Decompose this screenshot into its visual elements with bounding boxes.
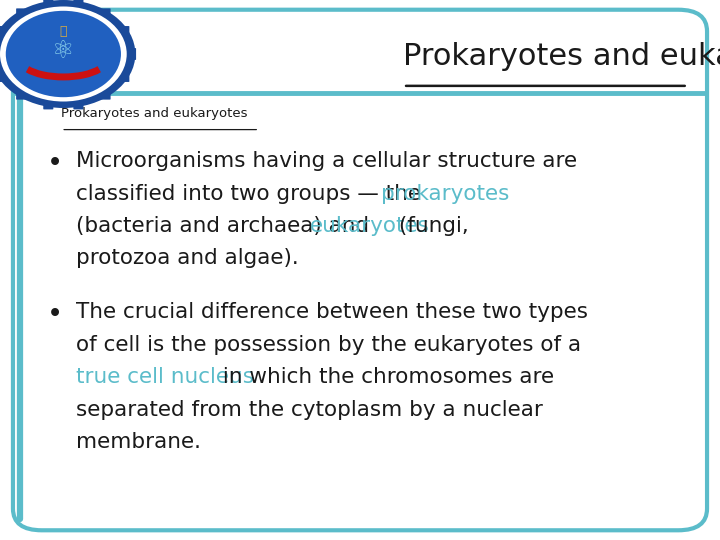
Text: •: • xyxy=(47,151,63,177)
FancyBboxPatch shape xyxy=(73,0,84,10)
Text: (bacteria and archaea) and: (bacteria and archaea) and xyxy=(76,216,376,236)
Text: The crucial difference between these two types: The crucial difference between these two… xyxy=(76,302,588,322)
Text: of cell is the possession by the eukaryotes of a: of cell is the possession by the eukaryo… xyxy=(76,335,581,355)
Text: 🌾: 🌾 xyxy=(60,25,67,38)
FancyBboxPatch shape xyxy=(120,70,130,82)
FancyBboxPatch shape xyxy=(13,10,707,530)
Text: •: • xyxy=(47,302,63,328)
FancyBboxPatch shape xyxy=(0,70,7,82)
Text: protozoa and algae).: protozoa and algae). xyxy=(76,248,298,268)
FancyBboxPatch shape xyxy=(43,98,53,110)
Text: prokaryotes: prokaryotes xyxy=(381,184,509,204)
FancyBboxPatch shape xyxy=(126,48,136,60)
FancyBboxPatch shape xyxy=(120,26,130,38)
FancyBboxPatch shape xyxy=(43,0,53,10)
Text: (fungi,: (fungi, xyxy=(392,216,469,236)
Text: Microorganisms having a cellular structure are: Microorganisms having a cellular structu… xyxy=(76,151,577,171)
Text: Prokaryotes and eukaryotes: Prokaryotes and eukaryotes xyxy=(403,42,720,71)
Text: in which the chromosomes are: in which the chromosomes are xyxy=(216,367,554,387)
FancyBboxPatch shape xyxy=(73,98,84,110)
Circle shape xyxy=(0,6,127,102)
Text: separated from the cytoplasm by a nuclear: separated from the cytoplasm by a nuclea… xyxy=(76,400,542,420)
FancyBboxPatch shape xyxy=(16,87,26,99)
Text: ⚛: ⚛ xyxy=(52,39,75,63)
Text: membrane.: membrane. xyxy=(76,432,201,452)
Circle shape xyxy=(0,0,135,108)
Circle shape xyxy=(6,11,121,97)
FancyBboxPatch shape xyxy=(101,87,111,99)
Text: Prokaryotes and eukaryotes: Prokaryotes and eukaryotes xyxy=(61,107,248,120)
Text: true cell nucleus: true cell nucleus xyxy=(76,367,253,387)
Text: eukaryotes: eukaryotes xyxy=(310,216,429,236)
FancyBboxPatch shape xyxy=(16,9,26,21)
FancyBboxPatch shape xyxy=(0,26,7,38)
Text: classified into two groups — the: classified into two groups — the xyxy=(76,184,428,204)
FancyBboxPatch shape xyxy=(101,9,111,21)
